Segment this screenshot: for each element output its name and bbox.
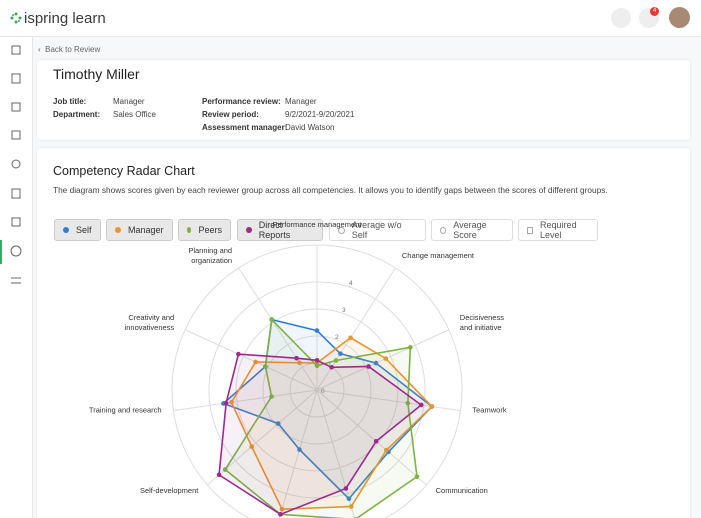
field-value: 9/2/2021-9/20/2021 xyxy=(285,110,355,119)
legend-dot xyxy=(246,227,252,233)
breadcrumb[interactable]: ‹ Back to Review xyxy=(38,45,101,54)
field-label: Review period: xyxy=(202,110,259,119)
employee-name: Timothy Miller xyxy=(53,66,140,82)
field-value: David Watson xyxy=(285,123,335,132)
profile-card: Timothy Miller Job title: Manager Departme… xyxy=(37,60,690,140)
field-label: Assessment manager: xyxy=(202,123,288,132)
legend-toggle[interactable]: Required Level xyxy=(518,219,598,241)
legend-toggle[interactable]: Peers xyxy=(178,219,231,241)
legend-dot xyxy=(440,226,447,234)
legend-dot xyxy=(527,226,534,234)
avatar[interactable] xyxy=(669,7,690,28)
legend-label: Average Score xyxy=(453,220,487,240)
legend-dot xyxy=(115,227,121,233)
legend-toggle[interactable]: Self xyxy=(54,219,101,241)
nav-home[interactable] xyxy=(11,45,21,55)
field-label: Performance review: xyxy=(202,97,281,106)
nav-quiz[interactable] xyxy=(11,217,21,227)
sidebar xyxy=(0,37,33,518)
legend-label: Manager xyxy=(128,225,164,235)
legend-dot xyxy=(187,227,192,233)
legend-label: Average w/o Self xyxy=(351,220,402,240)
top-bar: ispring learn 4 xyxy=(0,0,701,37)
nav-performance[interactable] xyxy=(10,245,22,257)
legend-toggle[interactable]: Average w/o Self xyxy=(329,219,426,241)
nav-calendar[interactable] xyxy=(11,130,21,140)
legend-toggle[interactable]: Average Score xyxy=(431,219,513,241)
nav-users[interactable] xyxy=(11,159,21,169)
legend-toggle[interactable]: Manager xyxy=(106,219,173,241)
legend-dot xyxy=(338,226,345,234)
logo[interactable]: ispring learn xyxy=(24,10,106,27)
legend-label: Peers xyxy=(198,225,222,235)
notification-badge: 4 xyxy=(650,7,659,16)
chat-button[interactable] xyxy=(611,8,631,28)
chart-description: The diagram shows scores given by each r… xyxy=(53,185,608,195)
chart-title: Competency Radar Chart xyxy=(53,164,195,178)
field-value: Sales Office xyxy=(113,110,156,119)
legend-toggle[interactable]: Direct Reports xyxy=(237,219,323,241)
nav-catalog[interactable] xyxy=(11,188,21,199)
field-value: Manager xyxy=(285,97,317,106)
chart-card: Competency Radar Chart The diagram shows… xyxy=(37,148,690,518)
legend-label: Required Level xyxy=(540,220,577,240)
legend-dot xyxy=(63,227,69,233)
field-label: Department: xyxy=(53,110,101,119)
nav-reports[interactable] xyxy=(11,102,21,112)
legend-label: Self xyxy=(76,225,92,235)
legend-label: Direct Reports xyxy=(258,220,291,240)
breadcrumb-text[interactable]: Back to Review xyxy=(45,45,101,54)
field-label: Job title: xyxy=(53,97,87,106)
field-value: Manager xyxy=(113,97,145,106)
nav-active-marker xyxy=(0,240,2,264)
nav-courses[interactable] xyxy=(11,73,21,84)
logo-icon xyxy=(10,12,22,24)
nav-icons xyxy=(0,45,22,284)
